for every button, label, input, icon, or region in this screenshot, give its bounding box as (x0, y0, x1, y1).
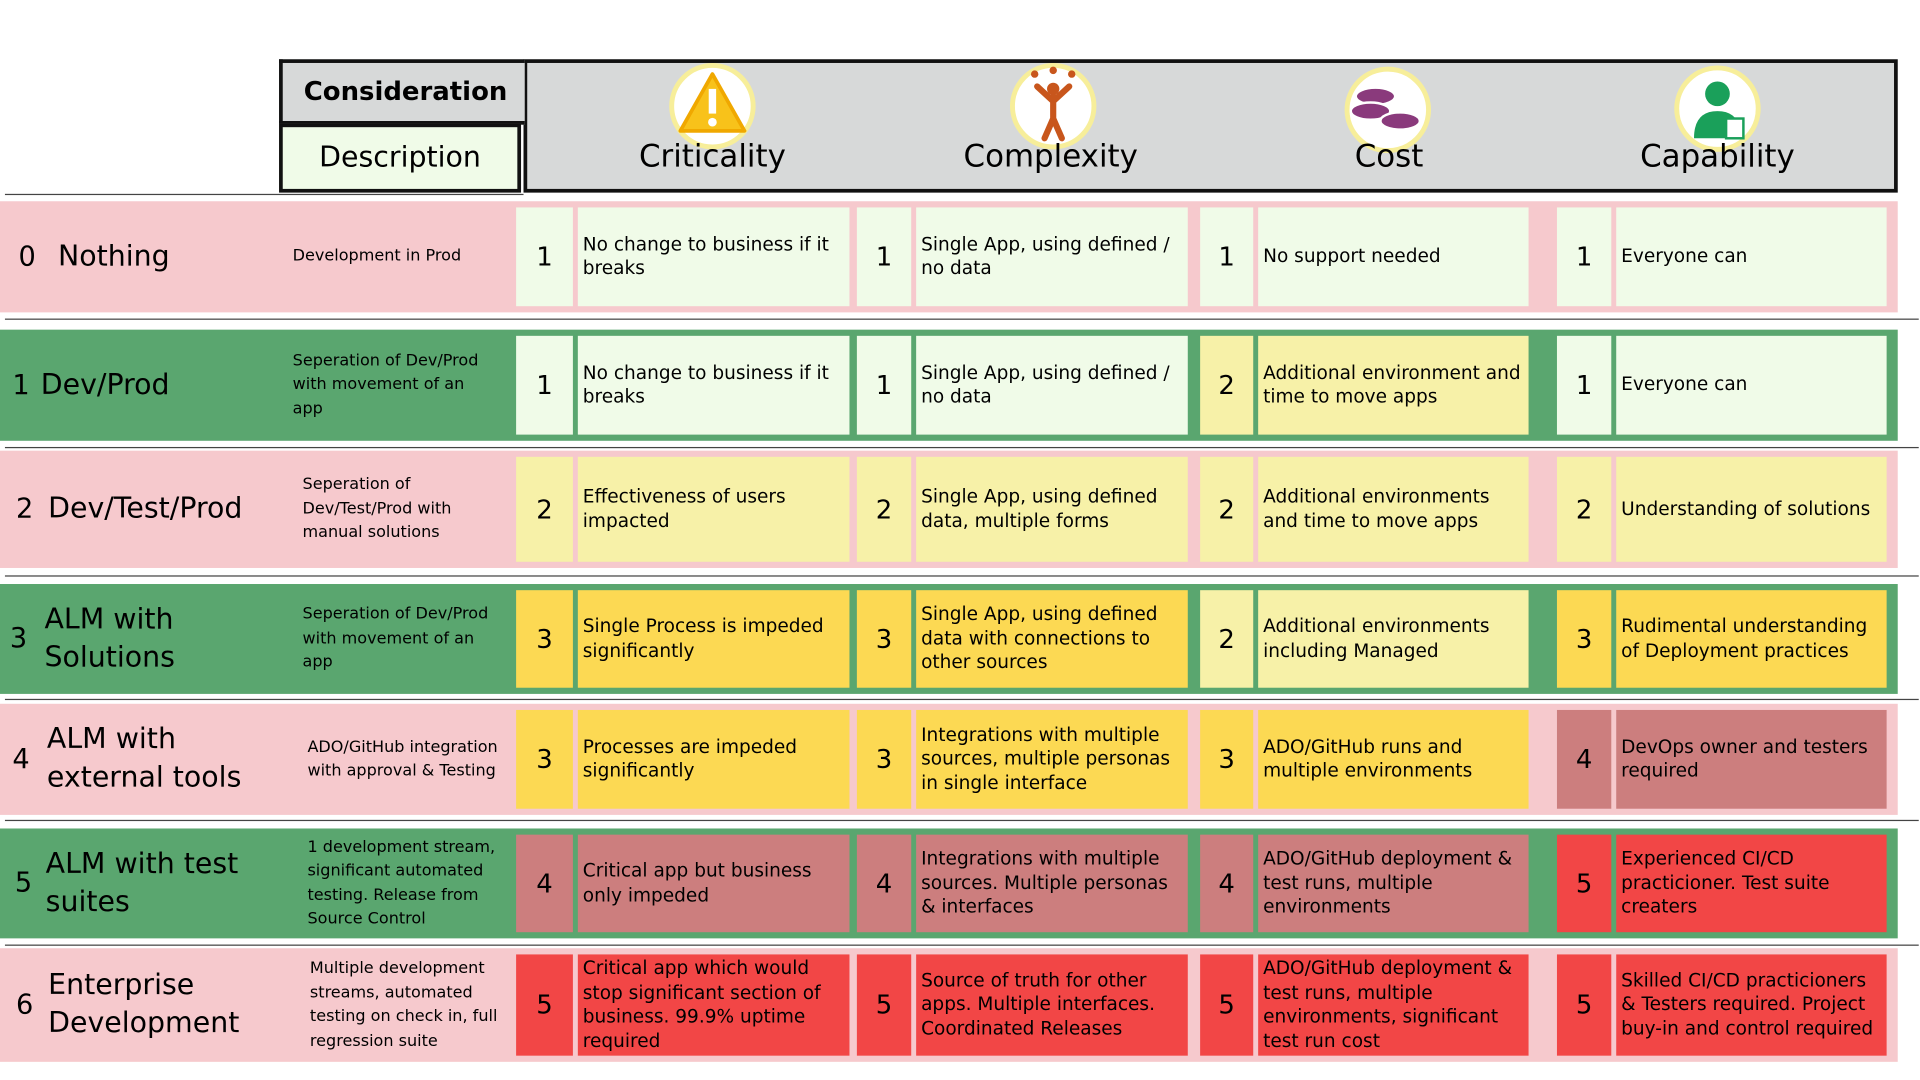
score-cell: 3 (856, 709, 912, 809)
row-separator (4, 575, 1919, 577)
cell-text: Additional environments including Manage… (1258, 590, 1529, 688)
cell-text: No change to business if it breaks (577, 335, 850, 435)
header-band (523, 59, 1898, 193)
row-level: 0 (18, 241, 36, 273)
cost-icon (1344, 66, 1432, 154)
row-description: Seperation of Dev/Prod with movement of … (302, 605, 489, 672)
row-description: ADO/GitHub integration with approval & T… (307, 737, 498, 781)
score-cell: 5 (516, 954, 573, 1056)
row-level: 2 (16, 493, 34, 525)
score-cell: 2 (1200, 590, 1254, 688)
score-cell: 1 (1556, 335, 1612, 435)
cell-text: Single Process is impeded significantly (577, 590, 850, 688)
score-cell: 3 (1200, 709, 1254, 809)
column-title: Criticality (638, 138, 786, 175)
row-name: Dev/Test/Prod (48, 492, 243, 525)
cell-text: Single App, using defined data, multiple… (916, 456, 1188, 562)
cell-text: Experienced CI/CD practicioner. Test sui… (1616, 834, 1887, 933)
column-title: Capability (1640, 138, 1795, 175)
row-separator (4, 318, 1919, 320)
score-cell: 2 (1200, 456, 1254, 562)
score-cell: 2 (856, 456, 912, 562)
row-level: 3 (9, 623, 28, 655)
cell-text: Rudimental understanding of Deployment p… (1616, 590, 1887, 688)
score-cell: 2 (1200, 335, 1254, 435)
cell-text: Single App, using defined / no data (916, 335, 1188, 435)
score-cell: 1 (1556, 207, 1612, 307)
score-cell: 1 (516, 207, 573, 307)
cell-text: No change to business if it breaks (577, 207, 850, 307)
score-cell: 3 (516, 709, 573, 809)
cell-text: Additional environments and time to move… (1258, 456, 1529, 562)
description-label: Description (279, 123, 522, 193)
capability-icon (1674, 65, 1761, 152)
score-cell: 1 (856, 335, 912, 435)
consideration-label: Consideration (279, 59, 525, 125)
row-description: Development in Prod (292, 247, 462, 266)
score-cell: 3 (856, 590, 912, 688)
row-separator (4, 819, 1919, 822)
row-level: 5 (14, 867, 33, 899)
row-description: Multiple development streams, automated … (309, 959, 498, 1051)
score-cell: 2 (1556, 456, 1612, 562)
complexity-icon (1009, 62, 1097, 150)
column-title: Cost (1354, 138, 1424, 175)
criticality-icon (669, 62, 756, 150)
row-level: 1 (12, 369, 30, 401)
cell-text: Skilled CI/CD practicioners & Testers re… (1616, 954, 1887, 1056)
row-name: ALM with external tools (46, 723, 242, 794)
cell-text: Everyone can (1616, 335, 1887, 435)
top-rule (4, 193, 524, 196)
cell-text: ADO/GitHub deployment & test runs, multi… (1258, 954, 1529, 1056)
score-cell: 3 (1556, 590, 1612, 688)
cell-text: Additional environment and time to move … (1258, 335, 1529, 435)
score-cell: 5 (856, 954, 912, 1056)
cell-text: Processes are impeded significantly (577, 709, 850, 809)
score-cell: 1 (516, 335, 573, 435)
column-title: Complexity (963, 138, 1138, 175)
score-cell: 4 (856, 834, 912, 933)
row-separator (4, 698, 1919, 701)
cell-text: Critical app which would stop significan… (577, 954, 850, 1056)
score-cell: 5 (1200, 954, 1254, 1056)
score-cell: 2 (516, 456, 573, 562)
row-name: Enterprise Development (48, 969, 240, 1040)
row-description: Seperation of Dev/Test/Prod with manual … (302, 475, 452, 543)
row-level: 4 (12, 743, 30, 775)
score-cell: 4 (1556, 709, 1612, 809)
row-level: 6 (16, 989, 34, 1021)
cell-text: Integrations with multiple sources. Mult… (916, 834, 1188, 933)
score-cell: 1 (1200, 207, 1254, 307)
score-cell: 4 (516, 834, 573, 933)
score-cell: 5 (1556, 954, 1612, 1056)
cell-text: Critical app but business only impeded (577, 834, 850, 933)
row-description: Seperation of Dev/Prod with movement of … (292, 351, 479, 419)
cell-text: Understanding of solutions (1616, 456, 1887, 562)
cell-text: ADO/GitHub runs and multiple environment… (1258, 709, 1529, 809)
row-name: Nothing (58, 240, 170, 273)
row-description: 1 development stream, significant automa… (307, 837, 496, 929)
cell-text: Everyone can (1616, 207, 1887, 307)
cell-text: Source of truth for other apps. Multiple… (916, 954, 1188, 1056)
row-name: ALM with Solutions (44, 603, 175, 674)
icons (669, 62, 1761, 154)
score-cell: 3 (516, 590, 573, 688)
cell-text: Effectiveness of users impacted (577, 456, 850, 562)
cell-text: DevOps owner and testers required (1616, 709, 1887, 809)
cell-text: ADO/GitHub deployment & test runs, multi… (1258, 834, 1529, 933)
cell-text: Single App, using defined data with conn… (916, 590, 1188, 688)
cell-text: No support needed (1258, 207, 1529, 307)
score-cell: 1 (856, 207, 912, 307)
score-cell: 5 (1556, 834, 1612, 933)
score-cell: 4 (1200, 834, 1254, 933)
row-separator (4, 944, 1919, 946)
row-separator (4, 446, 1919, 449)
row-name: Dev/Prod (40, 368, 170, 401)
row-name: ALM with test suites (45, 847, 239, 918)
cell-text: Single App, using defined / no data (916, 207, 1188, 307)
cell-text: Integrations with multiple sources, mult… (916, 709, 1188, 809)
